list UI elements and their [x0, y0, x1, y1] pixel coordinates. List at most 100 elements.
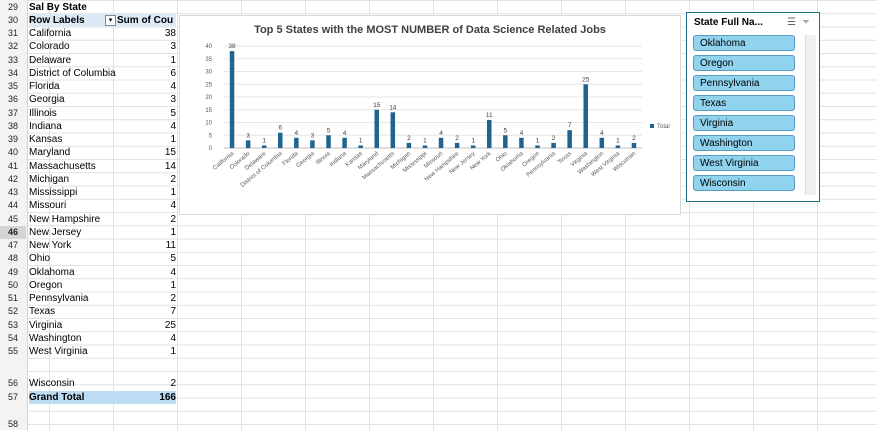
- pivot-row-value[interactable]: 14: [164, 160, 176, 172]
- row-number[interactable]: 41: [7, 160, 18, 171]
- pivot-row-label[interactable]: Kansas: [29, 134, 63, 145]
- pivot-row-label[interactable]: Florida: [29, 81, 60, 92]
- pivot-row-value[interactable]: 15: [164, 147, 176, 159]
- pivot-row-value[interactable]: 38: [164, 28, 176, 39]
- pivot-row-value[interactable]: 5: [170, 253, 176, 265]
- pivot-row-label[interactable]: Oklahoma: [29, 266, 75, 278]
- row-number[interactable]: 52: [7, 306, 18, 317]
- data-label: 1: [471, 137, 475, 144]
- row-number[interactable]: 45: [7, 213, 18, 224]
- slicer-item[interactable]: Washington: [693, 135, 795, 151]
- multi-select-icon[interactable]: ☰: [787, 17, 796, 28]
- row-number[interactable]: 30: [7, 14, 18, 25]
- pivot-row-label[interactable]: District of Columbia: [29, 67, 116, 79]
- pivot-row-value[interactable]: 1: [170, 54, 176, 66]
- row-number[interactable]: 50: [7, 279, 18, 290]
- row-number[interactable]: 43: [7, 187, 18, 197]
- row-number[interactable]: 33: [7, 54, 18, 65]
- row-number[interactable]: 57: [7, 392, 18, 402]
- data-label: 4: [343, 130, 347, 137]
- pivot-row-value[interactable]: 1: [170, 346, 176, 357]
- pivot-row-label[interactable]: Massachusetts: [29, 160, 96, 172]
- slicer-scrollbar[interactable]: [805, 35, 816, 195]
- pivot-row-value[interactable]: 6: [170, 67, 176, 79]
- pivot-row-value[interactable]: 2: [170, 378, 176, 389]
- row-number[interactable]: 37: [7, 107, 18, 118]
- pivot-row-label[interactable]: Oregon: [29, 279, 63, 291]
- pivot-row-value[interactable]: 2: [170, 213, 176, 225]
- row-number[interactable]: 34: [7, 67, 18, 78]
- pivot-row-value[interactable]: 1: [170, 187, 176, 198]
- row-number[interactable]: 55: [7, 346, 18, 356]
- pivot-row-value[interactable]: 1: [170, 134, 176, 145]
- row-number[interactable]: 51: [7, 293, 18, 303]
- slicer-item[interactable]: Wisconsin: [693, 175, 795, 191]
- row-number[interactable]: 39: [7, 134, 18, 144]
- slicer-item[interactable]: West Virginia: [693, 155, 795, 171]
- pivot-row-label[interactable]: Georgia: [29, 94, 65, 106]
- row-number[interactable]: 29: [7, 1, 18, 12]
- pivot-row-label[interactable]: Colorado: [29, 41, 70, 53]
- row-number[interactable]: 40: [7, 147, 18, 158]
- row-number[interactable]: 54: [7, 332, 18, 343]
- row-number[interactable]: 53: [7, 319, 18, 330]
- pivot-row-value[interactable]: 4: [170, 81, 176, 92]
- row-number[interactable]: 38: [7, 120, 18, 131]
- pivot-row-label[interactable]: Pennsylvania: [29, 293, 89, 304]
- data-label: 11: [486, 112, 493, 119]
- pivot-row-value[interactable]: 11: [165, 240, 176, 251]
- clear-filter-icon[interactable]: ⏷: [802, 17, 810, 28]
- bar-chart[interactable]: Top 5 States with the MOST NUMBER of Dat…: [179, 15, 681, 215]
- pivot-row-value[interactable]: 2: [170, 173, 176, 185]
- pivot-row-label[interactable]: West Virginia: [29, 346, 88, 357]
- row-number[interactable]: 32: [7, 41, 18, 52]
- pivot-row-label[interactable]: Maryland: [29, 147, 71, 159]
- pivot-row-value[interactable]: 4: [170, 120, 176, 132]
- pivot-row-value[interactable]: 1: [170, 279, 176, 291]
- pivot-row-label[interactable]: New York: [29, 240, 72, 251]
- pivot-row-value[interactable]: 5: [170, 107, 176, 119]
- slicer-item[interactable]: Oklahoma: [693, 35, 795, 51]
- row-number[interactable]: 36: [7, 94, 18, 105]
- row-number[interactable]: 48: [7, 253, 18, 264]
- pivot-row-label[interactable]: Texas: [29, 306, 56, 318]
- row-number[interactable]: 31: [7, 28, 18, 38]
- pivot-row-label[interactable]: Ohio: [29, 253, 51, 265]
- row-number[interactable]: 44: [7, 200, 18, 211]
- pivot-row-label[interactable]: New Hampshire: [29, 213, 101, 225]
- row-number[interactable]: 49: [7, 266, 18, 277]
- pivot-row-value[interactable]: 4: [170, 332, 176, 344]
- pivot-row-label[interactable]: New Jersey: [29, 226, 82, 238]
- pivot-row-value[interactable]: 2: [170, 293, 176, 304]
- pivot-row-label[interactable]: Wisconsin: [29, 378, 75, 389]
- row-number[interactable]: 58: [7, 419, 18, 429]
- slicer-item[interactable]: Virginia: [693, 115, 795, 131]
- pivot-row-label[interactable]: Delaware: [29, 54, 72, 66]
- pivot-row-label[interactable]: California: [29, 28, 72, 39]
- row-labels-filter-icon[interactable]: ▾: [105, 14, 116, 26]
- row-number[interactable]: 56: [7, 378, 18, 388]
- pivot-row-label[interactable]: Mississippi: [29, 187, 78, 198]
- row-number[interactable]: 46: [0, 225, 26, 239]
- pivot-row-value[interactable]: 3: [170, 94, 176, 106]
- pivot-row-label[interactable]: Virginia: [29, 319, 63, 331]
- pivot-row-value[interactable]: 25: [164, 319, 176, 331]
- row-number[interactable]: 42: [7, 173, 18, 184]
- pivot-row-label[interactable]: Michigan: [29, 173, 70, 185]
- row-number[interactable]: 47: [7, 240, 18, 250]
- pivot-row-value[interactable]: 4: [170, 200, 176, 212]
- state-slicer[interactable]: State Full Na... ☰ ⏷ Oklahoma Oregon Penns…: [686, 12, 820, 202]
- pivot-row-value[interactable]: 4: [170, 266, 176, 278]
- bar: [535, 145, 540, 148]
- pivot-row-value[interactable]: 1: [170, 226, 176, 238]
- slicer-item[interactable]: Oregon: [693, 55, 795, 71]
- pivot-row-label[interactable]: Missouri: [29, 200, 67, 212]
- pivot-row-value[interactable]: 3: [170, 41, 176, 53]
- row-number[interactable]: 35: [7, 81, 18, 91]
- pivot-row-label[interactable]: Washington: [29, 332, 82, 344]
- slicer-item[interactable]: Pennsylvania: [693, 75, 795, 91]
- pivot-row-value[interactable]: 7: [170, 306, 176, 318]
- pivot-row-label[interactable]: Indiana: [29, 120, 62, 132]
- slicer-item[interactable]: Texas: [693, 95, 795, 111]
- pivot-row-label[interactable]: Illinois: [29, 107, 57, 119]
